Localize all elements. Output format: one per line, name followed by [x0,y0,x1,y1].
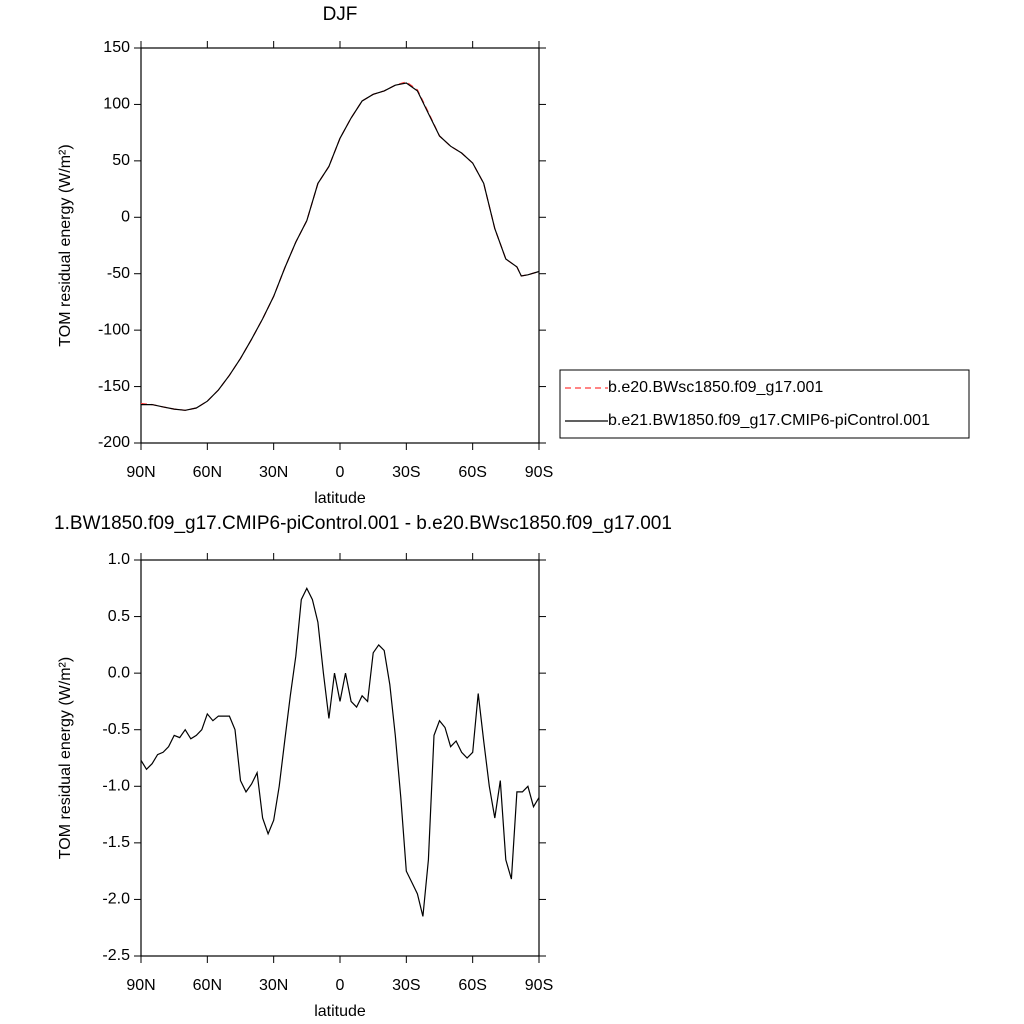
x-tick-label: 0 [336,977,345,994]
x-tick-label: 30S [392,977,420,994]
y-tick-label: 50 [112,152,130,169]
x-axis-label: latitude [314,490,366,507]
x-tick-label: 30N [259,977,288,994]
y-tick-label: 100 [103,96,130,113]
y-tick-label: -1.0 [102,778,130,795]
plot-frame [140,47,540,444]
x-tick-label: 60S [458,464,486,481]
y-tick-label: -2.5 [102,947,130,964]
legend-box [559,369,970,439]
y-tick-label: -100 [98,321,130,338]
y-tick-label: 1.0 [108,551,130,568]
chart-title: DJF [323,4,358,25]
y-axis-label: TOM residual energy (W/m²) [57,144,74,346]
x-tick-label: 30N [259,464,288,481]
y-tick-label: 0.0 [108,664,130,681]
x-tick-label: 60S [458,977,486,994]
y-axis-label: TOM residual energy (W/m²) [57,657,74,859]
y-tick-label: 0 [121,209,130,226]
series-line [140,586,540,917]
y-tick-label: 150 [103,39,130,56]
y-tick-label: -50 [107,265,130,282]
x-axis-label: latitude [314,1003,366,1020]
x-tick-label: 90N [126,464,155,481]
x-tick-label: 60N [193,977,222,994]
y-tick-label: -150 [98,378,130,395]
series-line [140,81,540,411]
x-tick-label: 30S [392,464,420,481]
legend-label: b.e20.BWsc1850.f09_g17.001 [608,379,823,396]
x-tick-label: 0 [336,464,345,481]
chart-title: 1.BW1850.f09_g17.CMIP6-piControl.001 - b… [54,513,672,534]
x-tick-label: 90S [525,977,553,994]
y-tick-label: -1.5 [102,834,130,851]
series-line [141,82,540,411]
x-tick-label: 60N [193,464,222,481]
y-tick-label: -2.0 [102,891,130,908]
x-tick-label: 90N [126,977,155,994]
y-tick-label: -200 [98,434,130,451]
x-tick-label: 90S [525,464,553,481]
legend-label: b.e21.BW1850.f09_g17.CMIP6-piControl.001 [608,412,930,429]
plot-frame [140,559,540,957]
y-tick-label: 0.5 [108,608,130,625]
y-tick-label: -0.5 [102,721,130,738]
